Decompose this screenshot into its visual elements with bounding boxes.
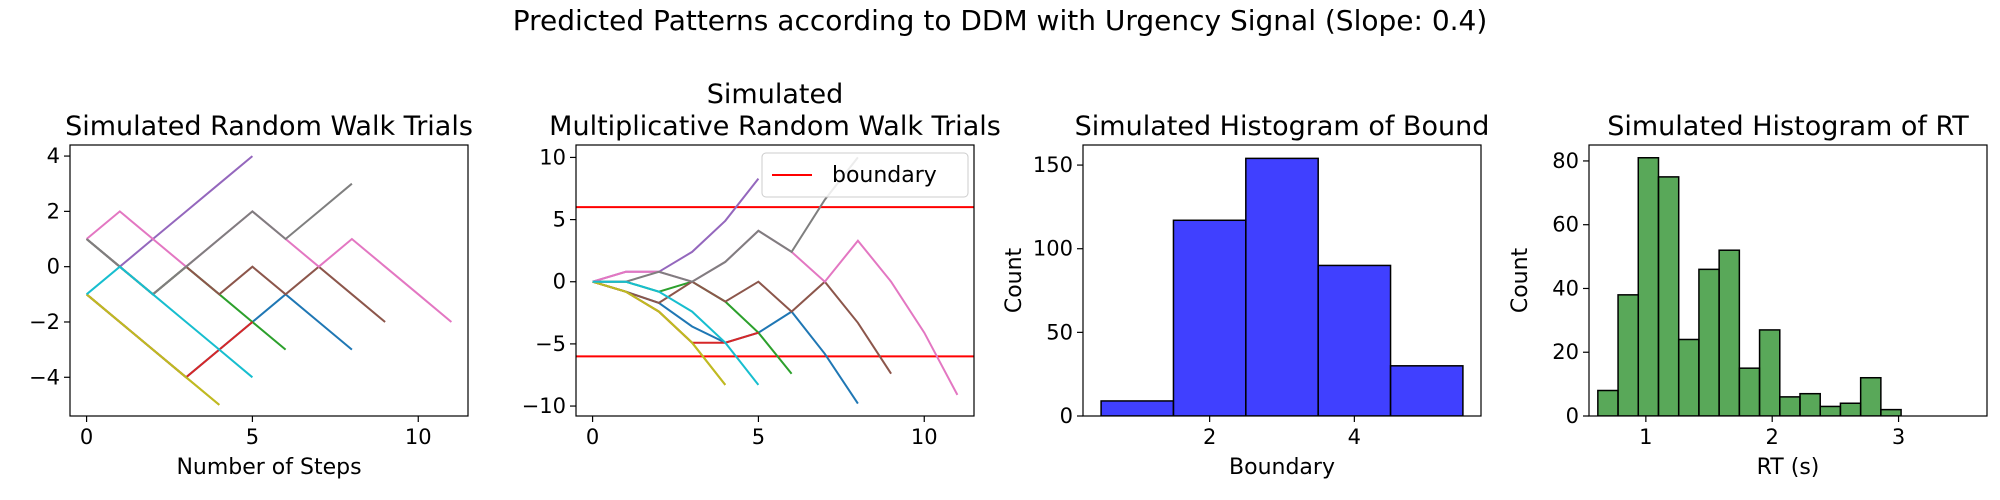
histogram-bar [1698,268,1720,416]
trial-line [592,280,793,375]
x-tick-label: 0 [80,425,93,449]
trial-line [85,265,254,379]
x-axis-label: RT (s) [1757,455,1820,480]
histogram-bar [1245,157,1319,416]
x-tick-label: 2 [1766,425,1779,449]
y-tick-label: −10 [522,394,566,418]
histogram-bar [1317,264,1392,416]
y-tick-label: 5 [553,208,566,232]
trial-line [592,280,759,344]
x-tick-label: 1 [1639,425,1652,449]
plot-area [1597,157,1902,416]
x-tick-label: 4 [1348,425,1361,449]
y-tick-label: 4 [47,144,60,168]
y-tick-label: 0 [1060,404,1073,428]
x-axis-label: Number of Steps [176,455,361,480]
trial-line [85,293,254,379]
trial-line [592,280,760,386]
chart-title: Simulated Histogram of RT [1607,111,1969,142]
axes-frame [1082,144,1482,417]
figure-title: Predicted Patterns according to DDM with… [513,4,1488,37]
y-tick-label: 60 [1552,213,1579,237]
rt-histogram-panel: 1 2 3 0 20 40 60 80 Simulated Histogram of RT RT … [1508,111,1988,480]
legend-box [761,152,969,198]
trial-line [592,280,892,375]
histogram-bar [1657,176,1680,416]
x-tick-label: 10 [405,425,432,449]
histogram-bar [1758,329,1781,416]
trial-line [592,229,959,396]
x-tick-label: 5 [752,425,765,449]
x-tick-label: 0 [586,425,599,449]
histogram-bar [1172,219,1247,416]
legend-label: boundary [832,163,937,188]
histogram-bar [1859,376,1882,416]
y-tick-label: 100 [1033,237,1073,261]
chart-title: Simulated [707,79,843,110]
y-tick-label: 40 [1552,276,1579,300]
y-tick-label: 0 [553,270,566,294]
y-tick-label: 50 [1046,320,1073,344]
y-tick-label: −2 [29,310,60,334]
histogram-bar [1880,408,1902,416]
trial-line [592,156,859,283]
histogram-bar [1100,400,1175,416]
trial-line [85,238,287,351]
trial-line [592,177,760,283]
chart-title: Simulated Random Walk Trials [65,111,473,142]
axes-frame [1588,144,1988,417]
x-tick-label: 5 [246,425,259,449]
histogram-bar [1799,392,1821,416]
histogram-bar [1819,405,1842,416]
y-tick-label: 10 [539,145,566,169]
x-tick-label: 2 [1203,425,1216,449]
legend: boundary [761,152,969,198]
trial-line [592,280,727,386]
y-axis-label: Count [1002,247,1027,313]
histogram-bar [1779,396,1801,416]
chart-title: Simulated Histogram of Bound [1075,111,1490,142]
y-tick-label: 0 [47,255,60,279]
histogram-bar [1597,389,1619,416]
histogram-bar [1839,402,1862,416]
y-tick-label: 80 [1552,149,1579,173]
x-tick-label: 10 [911,425,938,449]
y-tick-label: −4 [29,365,60,389]
trial-line [85,238,386,323]
plot-area [1100,157,1464,416]
trial-line [85,293,220,406]
histogram-bar [1389,365,1464,416]
y-tick-label: 20 [1552,340,1579,364]
histogram-bar [1738,367,1761,416]
axes-frame [575,144,975,417]
y-tick-label: 150 [1033,153,1073,177]
x-axis-label: Boundary [1229,455,1335,480]
histogram-bar [1718,249,1741,416]
y-tick-label: 2 [47,199,60,223]
plot-area [576,156,974,405]
histogram-bar [1617,294,1640,416]
axes-frame [69,144,469,417]
y-tick-label: 0 [1566,404,1579,428]
plot-area [85,155,453,406]
trial-line [85,155,254,269]
histogram-bar [1637,157,1660,416]
y-axis-label: Count [1508,247,1533,313]
trial-line [85,292,353,379]
chart-title: Multiplicative Random Walk Trials [549,111,1001,142]
x-tick-label: 3 [1892,425,1905,449]
y-tick-label: −5 [535,332,566,356]
trial-line [85,210,453,323]
histogram-bar [1677,338,1700,416]
trial-line [85,182,353,296]
